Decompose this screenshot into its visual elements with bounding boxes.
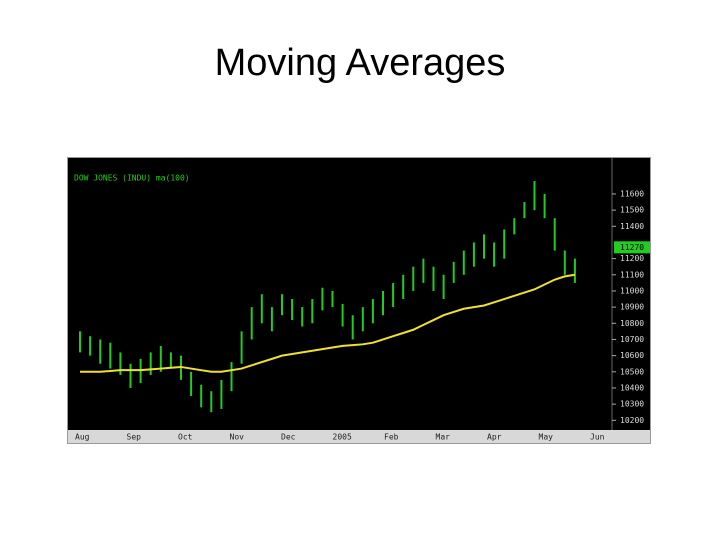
y-tick-label: 10600 xyxy=(620,351,644,360)
plot-area xyxy=(68,158,650,430)
last-price-label: 11270 xyxy=(620,243,644,252)
y-tick-label: 11600 xyxy=(620,189,644,198)
y-tick-label: 10700 xyxy=(620,335,644,344)
x-tick-label: Feb xyxy=(384,433,399,442)
legend-label: DOW JONES (INDU) ma(100) xyxy=(74,174,190,183)
y-tick-label: 11500 xyxy=(620,206,644,215)
x-tick-label: Aug xyxy=(75,433,90,442)
x-tick-label: Oct xyxy=(178,433,193,442)
y-tick-label: 10900 xyxy=(620,303,644,312)
x-tick-label: 2005 xyxy=(333,433,352,442)
y-tick-label: 10400 xyxy=(620,383,644,392)
y-tick-label: 11000 xyxy=(620,286,644,295)
y-tick-label: 11100 xyxy=(620,270,644,279)
y-tick-label: 11400 xyxy=(620,222,644,231)
x-tick-label: Apr xyxy=(487,433,502,442)
y-tick-label: 10500 xyxy=(620,367,644,376)
x-tick-label: May xyxy=(539,433,554,442)
x-tick-label: Dec xyxy=(281,433,296,442)
x-tick-label: Mar xyxy=(436,433,451,442)
last-price-box xyxy=(614,241,650,254)
y-tick-label: 10300 xyxy=(620,400,644,409)
slide-title: Moving Averages xyxy=(214,42,506,84)
x-tick-label: Jun xyxy=(590,433,605,442)
y-tick-label: 10800 xyxy=(620,319,644,328)
y-tick-label: 11200 xyxy=(620,254,644,263)
x-axis-strip xyxy=(68,430,650,443)
x-tick-label: Sep xyxy=(127,433,142,442)
x-tick-label: Nov xyxy=(230,433,245,442)
moving-average-line xyxy=(80,273,576,373)
y-tick-label: 10200 xyxy=(620,416,644,425)
